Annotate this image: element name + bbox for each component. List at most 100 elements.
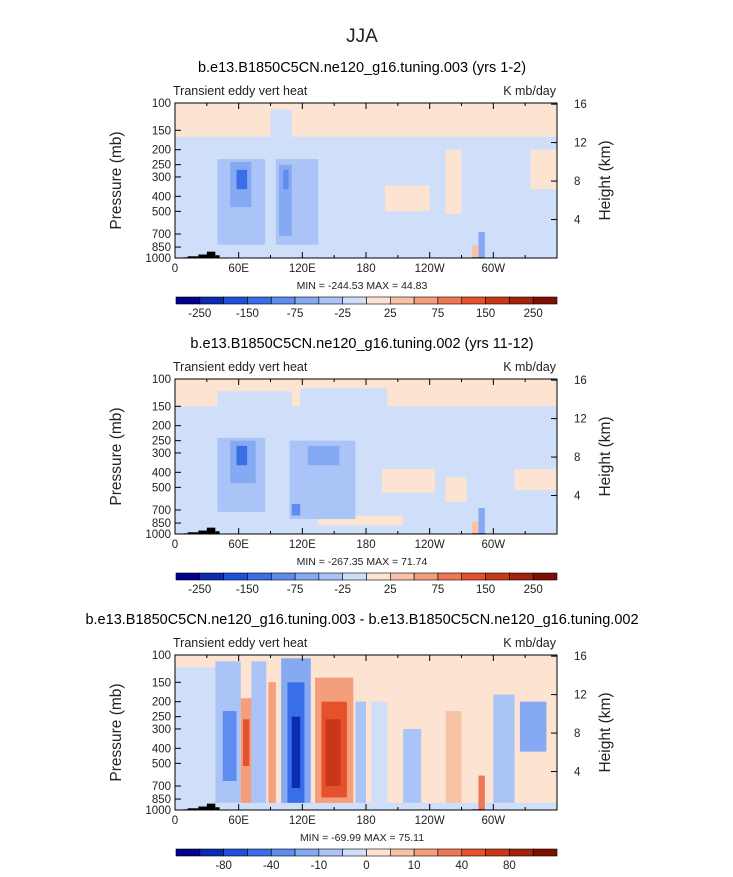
heatmap-area	[175, 103, 557, 258]
y-tick-label: 700	[152, 505, 171, 517]
x-tick-label: 60E	[228, 815, 249, 827]
y-tick-label: 500	[152, 758, 171, 770]
colorbar-swatch	[366, 296, 391, 305]
colorbar-swatch	[390, 848, 415, 857]
y-tick-label: 500	[152, 482, 171, 494]
topography-mask	[206, 527, 216, 534]
colorbar-swatch	[461, 572, 486, 581]
chart-panel-3: b.e13.B1850C5CN.ne120_g16.tuning.003 - b…	[85, 612, 638, 872]
colorbar-swatch	[485, 572, 510, 581]
colorbar-label: -75	[287, 308, 304, 320]
colorbar-label: 150	[476, 584, 495, 596]
colorbar-swatch	[461, 296, 486, 305]
height-tick-label: 12	[574, 690, 587, 702]
topography-mask	[215, 807, 220, 810]
height-tick-label: 8	[574, 728, 580, 740]
height-tick-label: 4	[574, 215, 581, 227]
panel-left-label: Transient eddy vert heat	[173, 84, 308, 98]
heatmap-cell	[242, 719, 250, 766]
y-tick-label: 850	[152, 518, 171, 530]
heatmap-cell	[478, 232, 485, 258]
heatmap-cell	[478, 508, 485, 534]
height-tick-label: 4	[574, 491, 581, 503]
y-tick-label: 1000	[145, 805, 171, 817]
y-axis-title: Pressure (mb)	[108, 131, 125, 229]
heatmap-cell	[236, 169, 248, 190]
colorbar-label: 250	[524, 308, 543, 320]
panel-left-label: Transient eddy vert heat	[173, 636, 308, 650]
topography-mask	[206, 803, 216, 810]
colorbar-label: -250	[188, 308, 211, 320]
y-tick-label: 300	[152, 724, 171, 736]
heatmap-cell	[472, 245, 479, 258]
colorbar-label: -250	[188, 584, 211, 596]
height-tick-label: 4	[574, 767, 581, 779]
height-tick-label: 8	[574, 452, 580, 464]
heatmap-cell	[472, 521, 479, 534]
colorbar-swatch	[342, 296, 367, 305]
panel-left-label: Transient eddy vert heat	[173, 360, 308, 374]
y-tick-label: 850	[152, 794, 171, 806]
y-axis-title: Pressure (mb)	[108, 683, 125, 781]
colorbar-label: 250	[524, 584, 543, 596]
colorbar-swatch	[270, 296, 296, 305]
heatmap-cell	[291, 503, 301, 516]
colorbar-swatch	[509, 848, 534, 857]
x-tick-label: 60E	[228, 263, 249, 275]
heatmap-cell	[514, 468, 557, 490]
colorbar-swatch	[461, 848, 486, 857]
colorbar-swatch	[342, 572, 367, 581]
heatmap-cell	[445, 149, 462, 214]
x-tick-label: 120W	[415, 263, 445, 275]
colorbar-swatch	[199, 296, 224, 305]
x-tick-label: 120W	[415, 539, 445, 551]
colorbar-label: -80	[215, 860, 232, 872]
colorbar-swatch	[223, 296, 248, 305]
y-tick-label: 150	[152, 401, 171, 413]
colorbar-swatch	[413, 572, 439, 581]
y-tick-label: 850	[152, 242, 171, 254]
y-tick-label: 400	[152, 743, 171, 755]
colorbar-label: -150	[236, 584, 259, 596]
topography-mask	[187, 532, 199, 534]
topography-mask	[198, 806, 207, 810]
y-tick-label: 100	[152, 374, 171, 386]
colorbar-swatch	[485, 848, 510, 857]
colorbar-swatch	[437, 572, 463, 581]
y-tick-label: 1000	[145, 529, 171, 541]
colorbar-swatch	[390, 296, 415, 305]
heatmap-cell	[283, 169, 289, 190]
y-tick-label: 150	[152, 125, 171, 137]
colorbar-swatch	[175, 572, 201, 581]
colorbar-swatch	[532, 572, 558, 581]
height-tick-label: 16	[574, 99, 587, 111]
colorbar-label: 150	[476, 308, 495, 320]
panel-title: b.e13.B1850C5CN.ne120_g16.tuning.002 (yr…	[190, 336, 533, 352]
y-tick-label: 400	[152, 191, 171, 203]
colorbar-label: -25	[334, 308, 351, 320]
y-axis-title: Pressure (mb)	[108, 407, 125, 505]
y-tick-label: 700	[152, 781, 171, 793]
colorbar-label: -10	[311, 860, 328, 872]
x-tick-label: 120E	[289, 815, 316, 827]
colorbar-label: 10	[408, 860, 421, 872]
heatmap-cell	[270, 109, 292, 143]
colorbar-label: 80	[503, 860, 516, 872]
panel-title: b.e13.B1850C5CN.ne120_g16.tuning.003 - b…	[85, 612, 638, 628]
topography-mask	[206, 251, 216, 258]
x-tick-label: 120E	[289, 263, 316, 275]
topography-mask	[187, 256, 199, 258]
panel-units: K mb/day	[503, 360, 557, 374]
y-tick-label: 200	[152, 697, 171, 709]
height-tick-label: 8	[574, 176, 580, 188]
colorbar-label: 40	[455, 860, 468, 872]
heatmap-cell	[300, 388, 388, 407]
x-tick-label: 0	[172, 263, 178, 275]
colorbar-label: -40	[263, 860, 280, 872]
heatmap-cell	[519, 701, 547, 752]
colorbar-swatch	[223, 572, 248, 581]
x-tick-label: 60W	[482, 539, 506, 551]
heatmap-cell	[381, 468, 435, 493]
colorbar-swatch	[390, 572, 415, 581]
y-tick-label: 250	[152, 436, 171, 448]
